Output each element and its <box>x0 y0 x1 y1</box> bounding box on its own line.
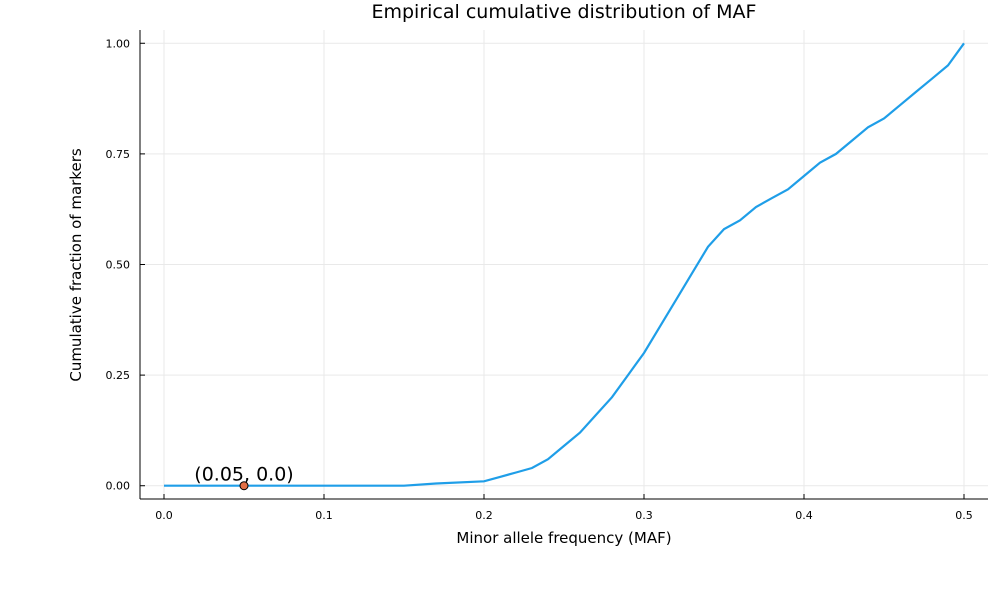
x-tick-label: 0.2 <box>475 509 493 522</box>
grid <box>140 30 988 499</box>
x-tick-label: 0.5 <box>955 509 973 522</box>
x-tick-label: 0.3 <box>635 509 653 522</box>
y-axis-label: Cumulative fraction of markers <box>67 148 85 382</box>
ticks: 0.0 0.1 0.2 0.3 0.4 0.5 0.00 0.25 0.50 0.75 1.00 <box>106 37 973 522</box>
x-tick-label: 0.4 <box>795 509 813 522</box>
y-tick-label: 0.00 <box>106 480 131 493</box>
y-tick-label: 0.25 <box>106 369 131 382</box>
y-tick-label: 1.00 <box>106 37 131 50</box>
x-tick-label: 0.0 <box>155 509 173 522</box>
chart-title: Empirical cumulative distribution of MAF <box>371 1 756 23</box>
point-annotation: (0.05, 0.0) <box>194 464 293 486</box>
y-tick-label: 0.75 <box>106 148 131 161</box>
x-tick-label: 0.1 <box>315 509 333 522</box>
x-axis-label: Minor allele frequency (MAF) <box>456 529 671 547</box>
ecdf-series-line <box>164 42 965 487</box>
y-tick-label: 0.50 <box>106 259 131 272</box>
highlight-marker <box>239 481 249 491</box>
